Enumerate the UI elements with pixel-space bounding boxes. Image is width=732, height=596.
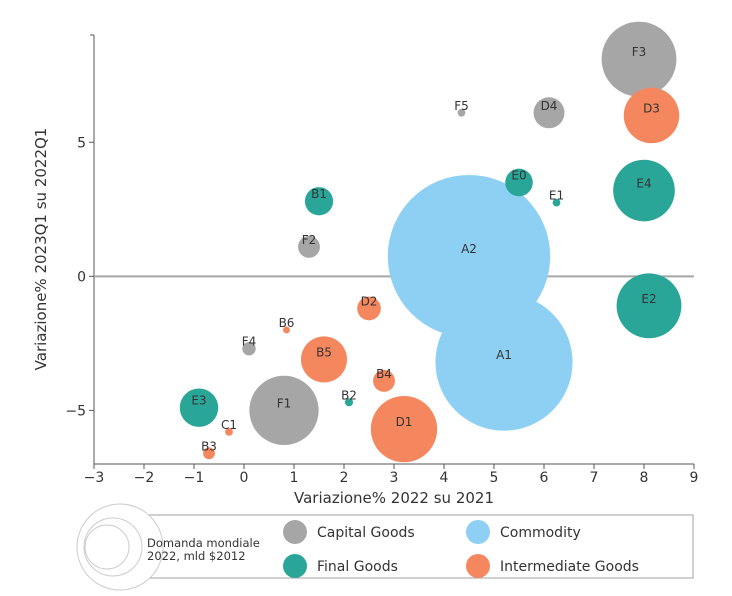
bubble-label-e1: E1: [549, 189, 564, 203]
legend-size-icon: [76, 503, 164, 591]
bubble-b4: [373, 369, 395, 392]
bubble-labels-layer: A2 A1 F3 F1 D1 E2 E4 D3 B5 E3 D4 B1 E0 D2 F2 B4 F4 B3 B2 F5…: [191, 45, 660, 453]
legend-swatch-intermediate-goods: [466, 554, 490, 578]
y-axis-title: Variazione% 2023Q1 su 2022Q1: [32, 128, 50, 371]
legend-size-title-line2: 2022, mld $2012: [147, 549, 246, 563]
bubble-label-d2: D2: [361, 294, 378, 308]
bubble-e0: [505, 168, 533, 197]
bubble-e4: [613, 159, 675, 222]
bubble-label-f1: F1: [277, 396, 292, 410]
bubble-label-d1: D1: [396, 415, 413, 429]
bubble-b1: [304, 187, 334, 216]
x-tick-label: 3: [390, 470, 399, 486]
bubble-label-b5: B5: [316, 345, 332, 359]
x-tick-label: −3: [84, 470, 105, 486]
y-tick-label: 5: [77, 135, 86, 151]
bubble-label-a1: A1: [496, 348, 512, 362]
bubble-e3: [179, 388, 219, 427]
bubble-label-e0: E0: [511, 168, 526, 182]
y-tick-label: 0: [77, 269, 86, 285]
bubble-label-f4: F4: [242, 335, 257, 349]
x-tick-label: 0: [240, 470, 249, 486]
x-tick-label: 5: [490, 470, 499, 486]
bubble-label-e3: E3: [191, 394, 206, 408]
x-tick-label: 8: [640, 470, 649, 486]
bubble-label-a2: A2: [461, 242, 477, 256]
legend-size-title-line1: Domanda mondiale: [147, 536, 260, 550]
y-tick-label: −5: [65, 403, 86, 419]
bubble-label-b2: B2: [341, 388, 357, 402]
bubble-label-f5: F5: [454, 99, 469, 113]
legend-label-intermediate-goods: Intermediate Goods: [500, 559, 639, 575]
bubble-f1: [249, 375, 319, 446]
legend-entries: Capital Goods Commodity Final Goods Interme…: [283, 520, 639, 578]
legend-label-commodity: Commodity: [500, 525, 581, 541]
bubble-e1: [552, 198, 561, 207]
bubble-label-f3: F3: [632, 45, 647, 59]
x-tick-label: 1: [290, 470, 299, 486]
x-tick-label: 4: [440, 470, 449, 486]
x-axis-title: Variazione% 2022 su 2021: [294, 489, 494, 507]
bubble-c1: [225, 427, 233, 436]
bubble-label-b6: B6: [279, 316, 295, 330]
bubble-b2: [345, 398, 353, 407]
bubble-f2: [298, 235, 320, 258]
bubble-label-d3: D3: [643, 101, 660, 115]
bubble-f5: [457, 108, 466, 117]
bubble-f4: [242, 341, 256, 356]
legend-label-capital-goods: Capital Goods: [317, 525, 415, 541]
legend-swatch-final-goods: [283, 554, 307, 578]
bubbles-layer: [179, 21, 682, 463]
bubble-label-d4: D4: [541, 99, 558, 113]
bubble-label-b1: B1: [311, 187, 327, 201]
x-tick-label: 2: [340, 470, 349, 486]
bubble-a1: [435, 293, 573, 431]
bubble-b3: [203, 447, 215, 460]
bubble-label-b4: B4: [376, 367, 392, 381]
legend-label-final-goods: Final Goods: [317, 559, 398, 575]
legend-swatch-commodity: [466, 520, 490, 544]
bubble-label-f2: F2: [302, 233, 317, 247]
bubble-label-b3: B3: [201, 439, 217, 453]
bubble-label-e4: E4: [636, 177, 651, 191]
x-tick-label: 9: [690, 470, 699, 486]
legend-box: [147, 514, 694, 579]
bubble-d1: [370, 395, 438, 463]
x-tick-label: 6: [540, 470, 549, 486]
bubble-d2: [357, 296, 381, 321]
x-tick-label: −1: [184, 470, 205, 486]
bubble-f3: [601, 21, 677, 97]
bubble-d3: [623, 87, 680, 144]
bubble-b5: [300, 336, 348, 383]
bubble-label-e2: E2: [641, 292, 656, 306]
bubble-b6: [283, 326, 290, 334]
bubble-d4: [533, 97, 565, 129]
axes: −3 −2 −1 0 1 2 3 4 5 6 7 8 9 −5 0 5: [65, 34, 699, 486]
legend-swatch-capital-goods: [283, 520, 307, 544]
bubble-label-c1: C1: [221, 418, 237, 432]
x-tick-label: −2: [134, 470, 155, 486]
x-tick-label: 7: [590, 470, 599, 486]
legend: Domanda mondiale 2022, mld $2012 Capital…: [76, 503, 694, 591]
bubble-e2: [616, 273, 682, 339]
